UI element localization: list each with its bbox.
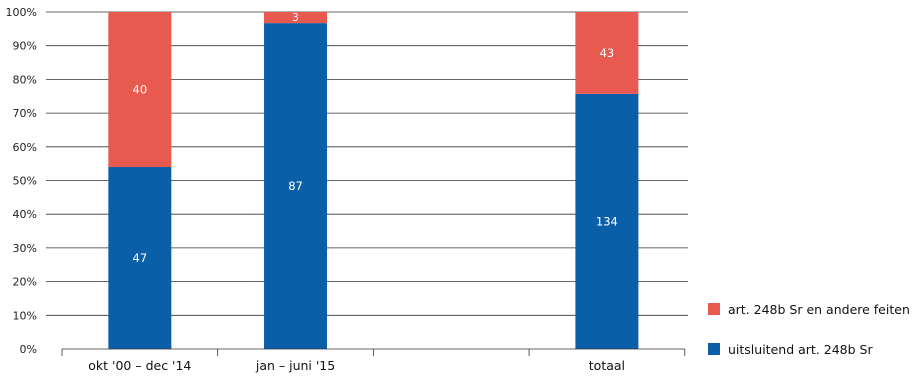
bar-data-label: 3 [292, 12, 299, 24]
y-tick-label: 0% [20, 343, 37, 356]
bar-data-label: 47 [133, 251, 148, 265]
legend-label-other-offences: art. 248b Sr en andere feiten [728, 301, 910, 317]
bar-data-label: 40 [133, 83, 148, 97]
legend-item-other-offences: art. 248b Sr en andere feiten [708, 300, 913, 318]
bar-data-label: 87 [288, 179, 303, 193]
legend: art. 248b Sr en andere feiten uitsluiten… [708, 300, 913, 380]
y-tick-label: 40% [13, 208, 37, 221]
legend-swatch-other-offences [708, 303, 720, 315]
bar-data-label: 134 [596, 214, 618, 228]
legend-item-only-248b: uitsluitend art. 248b Sr [708, 340, 913, 358]
y-tick-label: 60% [13, 141, 37, 154]
bar-data-label: 43 [600, 46, 615, 60]
y-tick-label: 20% [13, 276, 37, 289]
bar-segment-other-offences [575, 12, 639, 94]
legend-label-only-248b: uitsluitend art. 248b Sr [728, 341, 873, 357]
bars: 47 40 87 3 134 43 [108, 12, 639, 350]
bar-segment-other-offences [264, 12, 328, 24]
x-axis: okt '00 – dec '14 jan – juni '15 totaal [61, 348, 686, 373]
bar-segment-only-248b [575, 93, 639, 350]
legend-swatch-only-248b [708, 343, 720, 355]
x-tick-label: okt '00 – dec '14 [88, 358, 191, 373]
bar-segment-only-248b [108, 167, 172, 349]
y-tick-label: 90% [13, 40, 37, 53]
x-tick-label: totaal [589, 358, 625, 373]
y-tick-label: 100% [6, 6, 37, 19]
y-tick-label: 80% [13, 73, 37, 86]
bar-segment-only-248b [264, 23, 328, 349]
y-tick-label: 10% [13, 309, 37, 322]
y-tick-label: 70% [13, 107, 37, 120]
y-tick-label: 30% [13, 242, 37, 255]
y-tick-label: 50% [13, 175, 37, 188]
y-axis-tick-labels: 0% 10% 20% 30% 40% 50% 60% 70% 80% 90% 100% [6, 6, 37, 356]
x-tick-label: jan – juni '15 [255, 358, 335, 373]
bar-segment-other-offences [108, 12, 172, 168]
